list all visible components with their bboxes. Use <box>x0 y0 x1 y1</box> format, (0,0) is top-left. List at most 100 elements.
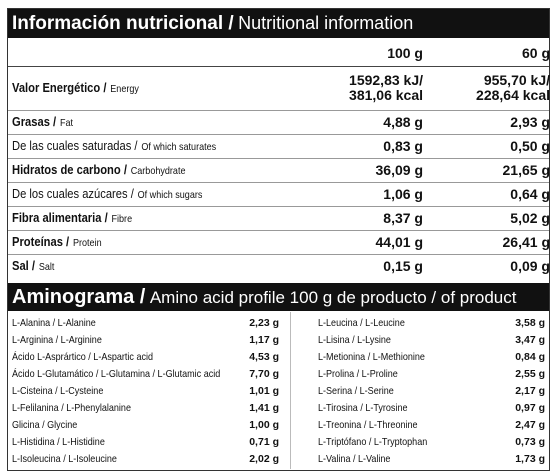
label-es: De las cuales saturadas / <box>12 138 138 153</box>
amino-name: L-Alanina / L-Alanine <box>12 315 109 332</box>
amino-name-text: L-Arginina / L-Arginine <box>12 334 102 346</box>
label-en: Salt <box>38 261 55 273</box>
amino-value: 2,17 g <box>515 385 545 397</box>
amino-name-text: L-Serina / L-Serine <box>318 385 394 397</box>
title-es: Información nutricional / <box>12 13 234 34</box>
title-en: Nutritional information <box>238 13 414 33</box>
amino-name-text: L-Prolina / L-Proline <box>318 368 398 380</box>
amino-name-text: L-Isoleucina / L-Isoleucine <box>12 453 117 465</box>
rule <box>8 254 549 255</box>
amino-name: L-Histidina / L-Histidine <box>12 434 120 451</box>
amino-value: 2,02 g <box>249 453 279 465</box>
amino-value: 7,70 g <box>249 368 279 380</box>
value-line: 1592,83 kJ/ <box>349 72 423 88</box>
amino-name: L-Lisina / L-Lysine <box>318 332 403 349</box>
label-en: Fat <box>59 117 74 129</box>
amino-name-text: L-Tirosina / L-Tyrosine <box>318 402 408 414</box>
amino-name: Ácido L-Glutamático / L-Glutamina / L-Gl… <box>12 366 254 383</box>
label-es: Proteínas / <box>12 234 70 249</box>
amino-value: 4,53 g <box>249 351 279 363</box>
label-en: Carbohydrate <box>130 165 186 177</box>
label-group: De las cuales saturadas / Of which satur… <box>12 134 216 159</box>
column-header: 100 g <box>387 45 423 61</box>
label-en: Of which saturates <box>141 141 217 153</box>
value-cell: 955,70 kJ/228,64 kcal <box>476 73 550 103</box>
label-en: Of which sugars <box>137 189 203 201</box>
rule <box>8 206 549 207</box>
value-cell: 8,37 g <box>383 210 423 226</box>
amino-name: L-Felilanina / L-Phenylalanine <box>12 400 150 417</box>
value-cell: 44,01 g <box>375 234 423 250</box>
row-label: Hidratos de carbono / Carbohydrate <box>12 158 214 182</box>
row-label: De las cuales saturadas / Of which satur… <box>12 134 249 158</box>
amino-value: 2,47 g <box>515 419 545 431</box>
row-label: Grasas / Fat <box>12 110 83 134</box>
amino-value: 3,47 g <box>515 334 545 346</box>
value-cell: 0,09 g <box>510 258 550 274</box>
value-cell: 0,64 g <box>510 186 550 202</box>
amino-name-text: L-Metionina / L-Methionine <box>318 351 425 363</box>
label-es: De los cuales azúcares / <box>12 186 134 201</box>
label-es: Fibra alimentaria / <box>12 210 108 225</box>
title-bar: Información nutricional / Nutritional in… <box>8 9 549 38</box>
amino-name-text: L-Treonina / L-Threonine <box>318 419 418 431</box>
amino-value: 1,41 g <box>249 402 279 414</box>
value-cell: 1,06 g <box>383 186 423 202</box>
amino-name-text: L-Felilanina / L-Phenylalanine <box>12 402 131 414</box>
label-group: Fibra alimentaria / Fibre <box>12 206 132 231</box>
amino-name: L-Treonina / L-Threonine <box>318 417 434 434</box>
label-group: Sal / Salt <box>12 254 54 279</box>
amino-name: L-Leucina / L-Leucine <box>318 315 419 332</box>
table-frame <box>7 8 550 471</box>
amino-name-text: Ácido L-Glutamático / L-Glutamina / L-Gl… <box>12 368 221 380</box>
amino-name: L-Metionina / L-Methionine <box>318 349 442 366</box>
value-cell: 36,09 g <box>375 162 423 178</box>
amino-title-es: Aminograma / <box>12 286 146 308</box>
row-label: De los cuales azúcares / Of which sugars <box>12 182 233 206</box>
label-en: Fibre <box>111 213 133 225</box>
amino-name: L-Serina / L-Serine <box>318 383 406 400</box>
amino-value: 3,58 g <box>515 317 545 329</box>
rule <box>8 182 549 183</box>
amino-name: L-Isoleucina / L-Isoleucine <box>12 451 134 468</box>
label-group: Proteínas / Protein <box>12 230 102 255</box>
amino-value: 2,23 g <box>249 317 279 329</box>
amino-value: 1,17 g <box>249 334 279 346</box>
amino-name: L-Cisteina / L-Cysteine <box>12 383 118 400</box>
amino-name-text: Glicina / Glycine <box>12 419 78 431</box>
row-label: Proteínas / Protein <box>12 230 116 254</box>
value-cell: 2,93 g <box>510 114 550 130</box>
label-group: Grasas / Fat <box>12 110 73 135</box>
amino-name: L-Triptófano / L-Tryptophan <box>318 434 445 451</box>
rule <box>8 66 549 67</box>
value-cell: 21,65 g <box>502 162 550 178</box>
amino-name: L-Valina / L-Valine <box>318 451 402 468</box>
amino-name-text: L-Lisina / L-Lysine <box>318 334 391 346</box>
value-cell: 0,50 g <box>510 138 550 154</box>
value-line: 228,64 kcal <box>476 87 550 103</box>
amino-name-text: L-Alanina / L-Alanine <box>12 317 96 329</box>
label-group: De los cuales azúcares / Of which sugars <box>12 182 202 207</box>
value-line: 381,06 kcal <box>349 87 423 103</box>
amino-name-text: Ácido L-Asprártico / L-Aspartic acid <box>12 351 154 363</box>
amino-name: L-Tirosina / L-Tyrosine <box>318 400 422 417</box>
rule <box>8 134 549 135</box>
amino-value: 0,97 g <box>515 402 545 414</box>
column-header: 60 g <box>521 45 550 61</box>
value-cell: 26,41 g <box>502 234 550 250</box>
label-group: Hidratos de carbono / Carbohydrate <box>12 158 185 183</box>
amino-name: L-Arginina / L-Arginine <box>12 332 116 349</box>
label-en: Protein <box>72 237 102 249</box>
rule <box>8 110 549 111</box>
label-es: Sal / <box>12 258 36 273</box>
amino-name-text: L-Cisteina / L-Cysteine <box>12 385 104 397</box>
amino-title-en: Amino acid profile 100 g de producto / o… <box>149 288 517 307</box>
amino-value: 2,55 g <box>515 368 545 380</box>
value-cell: 5,02 g <box>510 210 550 226</box>
amino-value: 0,84 g <box>515 351 545 363</box>
rule <box>8 158 549 159</box>
amino-name-text: L-Triptófano / L-Tryptophan <box>318 436 428 448</box>
amino-name-text: L-Leucina / L-Leucine <box>318 317 405 329</box>
value-cell: 1592,83 kJ/381,06 kcal <box>349 73 423 103</box>
